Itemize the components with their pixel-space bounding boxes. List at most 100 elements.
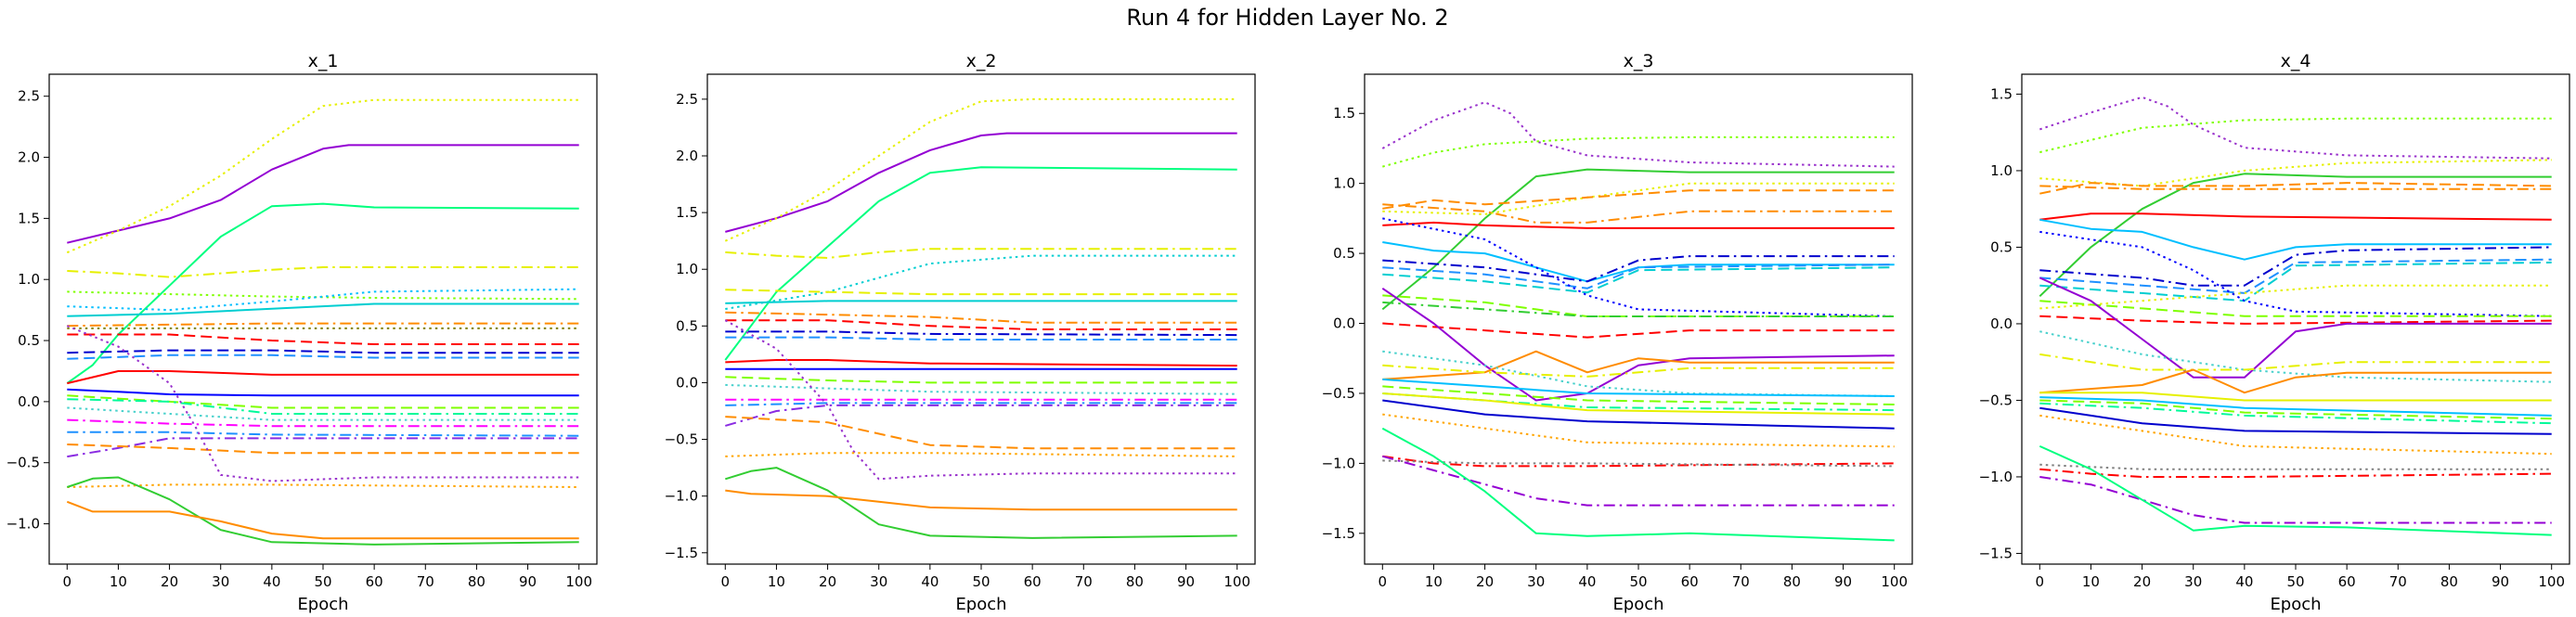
x-tick-label: 0	[1379, 573, 1388, 590]
x-tick-label: 60	[1024, 573, 1042, 590]
series-group	[2039, 96, 2552, 536]
series-line-6	[1382, 203, 1895, 224]
series-line-25	[66, 500, 579, 540]
series-line-4	[67, 266, 579, 278]
series-line-8	[2039, 218, 2552, 261]
x-axis-label: Epoch	[955, 595, 1006, 614]
y-tick-label: 1.5	[1333, 105, 1355, 122]
series-line-6	[67, 288, 579, 312]
y-tick-label: −1.0	[665, 488, 698, 505]
series-line-13	[2039, 230, 2552, 317]
y-tick-label: −0.5	[1979, 392, 2013, 408]
y-tick-label: 1.5	[1990, 85, 2013, 102]
x-axis-label: Epoch	[2270, 595, 2321, 614]
series-line-16	[1381, 287, 1895, 402]
series-line-29	[1381, 427, 1895, 542]
x-tick-label: 10	[110, 573, 127, 590]
x-tick-label: 70	[1075, 573, 1093, 590]
series-line-8	[67, 322, 579, 328]
series-line-21	[2039, 396, 2552, 417]
x-tick-label: 100	[1881, 573, 1908, 590]
series-line-9	[725, 319, 1237, 330]
series-line-15	[1382, 322, 1895, 339]
x-tick-label: 90	[519, 573, 537, 590]
y-tick-label: −1.0	[1979, 469, 2013, 485]
y-tick-label: 2.0	[676, 148, 698, 164]
series-line-5	[67, 290, 579, 301]
series-line-5	[725, 254, 1237, 310]
series-line-29	[2039, 444, 2552, 536]
x-tick-label: 30	[1527, 573, 1545, 590]
series-line-16	[2039, 276, 2552, 379]
series-group	[66, 98, 579, 546]
series-line-18	[67, 418, 579, 428]
x-tick-label: 70	[417, 573, 434, 590]
y-tick-label: 1.0	[676, 261, 698, 277]
series-line-10	[67, 333, 579, 345]
y-tick-label: −1.0	[6, 516, 40, 533]
series-line-6	[2039, 185, 2552, 190]
series-line-23	[2039, 402, 2552, 425]
y-tick-label: 0.5	[1990, 238, 2013, 255]
series-line-9	[2039, 246, 2552, 287]
x-tick-label: 0	[721, 573, 731, 590]
x-tick-label: 10	[2082, 573, 2100, 590]
y-tick-label: −1.5	[1979, 545, 2013, 561]
y-tick-label: −1.5	[1322, 525, 1355, 542]
x-tick-label: 80	[1783, 573, 1801, 590]
series-line-17	[725, 402, 1237, 406]
subplot-title: x_1	[308, 51, 339, 71]
x-tick-label: 10	[1425, 573, 1443, 590]
series-line-9	[1382, 255, 1895, 283]
series-line-20	[724, 319, 1237, 481]
series-line-13	[67, 388, 579, 397]
series-line-24	[66, 476, 579, 546]
series-line-7	[67, 302, 579, 317]
x-tick-label: 50	[314, 573, 331, 590]
series-group	[724, 97, 1237, 539]
series-line-12	[725, 359, 1237, 367]
y-tick-label: −0.5	[6, 455, 40, 471]
subplot-title: x_2	[966, 51, 997, 71]
x-tick-label: 20	[161, 573, 178, 590]
series-line-20	[1382, 378, 1895, 397]
y-tick-label: 0.0	[1333, 315, 1355, 332]
x-tick-label: 60	[2338, 573, 2356, 590]
y-tick-label: 1.0	[18, 271, 40, 288]
y-tick-label: 1.0	[1990, 162, 2013, 179]
x-tick-label: 80	[2440, 573, 2458, 590]
series-line-21	[67, 443, 579, 455]
series-line-19	[67, 431, 579, 437]
series-line-7	[2039, 212, 2552, 221]
series-line-5	[1382, 189, 1895, 210]
series-line-14	[2039, 300, 2552, 317]
series-line-1	[1381, 101, 1895, 168]
x-tick-label: 50	[2286, 573, 2304, 590]
x-tick-label: 70	[1732, 573, 1750, 590]
series-line-11	[725, 336, 1237, 341]
series-line-24	[2039, 406, 2552, 435]
series-line-12	[2039, 284, 2552, 310]
y-tick-label: −0.5	[1322, 385, 1355, 402]
x-tick-label: 40	[1578, 573, 1596, 590]
y-tick-label: −1.0	[1322, 455, 1355, 471]
y-tick-label: −0.5	[665, 431, 698, 448]
figure-title: Run 4 for Hidden Layer No. 2	[1126, 5, 1448, 31]
subplot-title: x_3	[1624, 51, 1654, 71]
series-line-22	[2039, 399, 2552, 420]
series-line-7	[725, 300, 1237, 304]
y-tick-label: 1.5	[676, 204, 698, 221]
x-tick-label: 50	[1629, 573, 1647, 590]
y-tick-label: 0.0	[18, 393, 40, 410]
y-tick-label: 1.5	[18, 210, 40, 226]
x-tick-label: 70	[2389, 573, 2407, 590]
y-tick-label: 0.0	[1990, 315, 2013, 332]
y-tick-label: 0.5	[1333, 245, 1355, 262]
series-line-17	[1382, 350, 1895, 380]
y-tick-label: −1.5	[665, 545, 698, 561]
x-tick-label: 60	[1681, 573, 1699, 590]
x-tick-label: 90	[1177, 573, 1195, 590]
x-tick-label: 100	[565, 573, 592, 590]
series-line-14	[725, 376, 1237, 384]
